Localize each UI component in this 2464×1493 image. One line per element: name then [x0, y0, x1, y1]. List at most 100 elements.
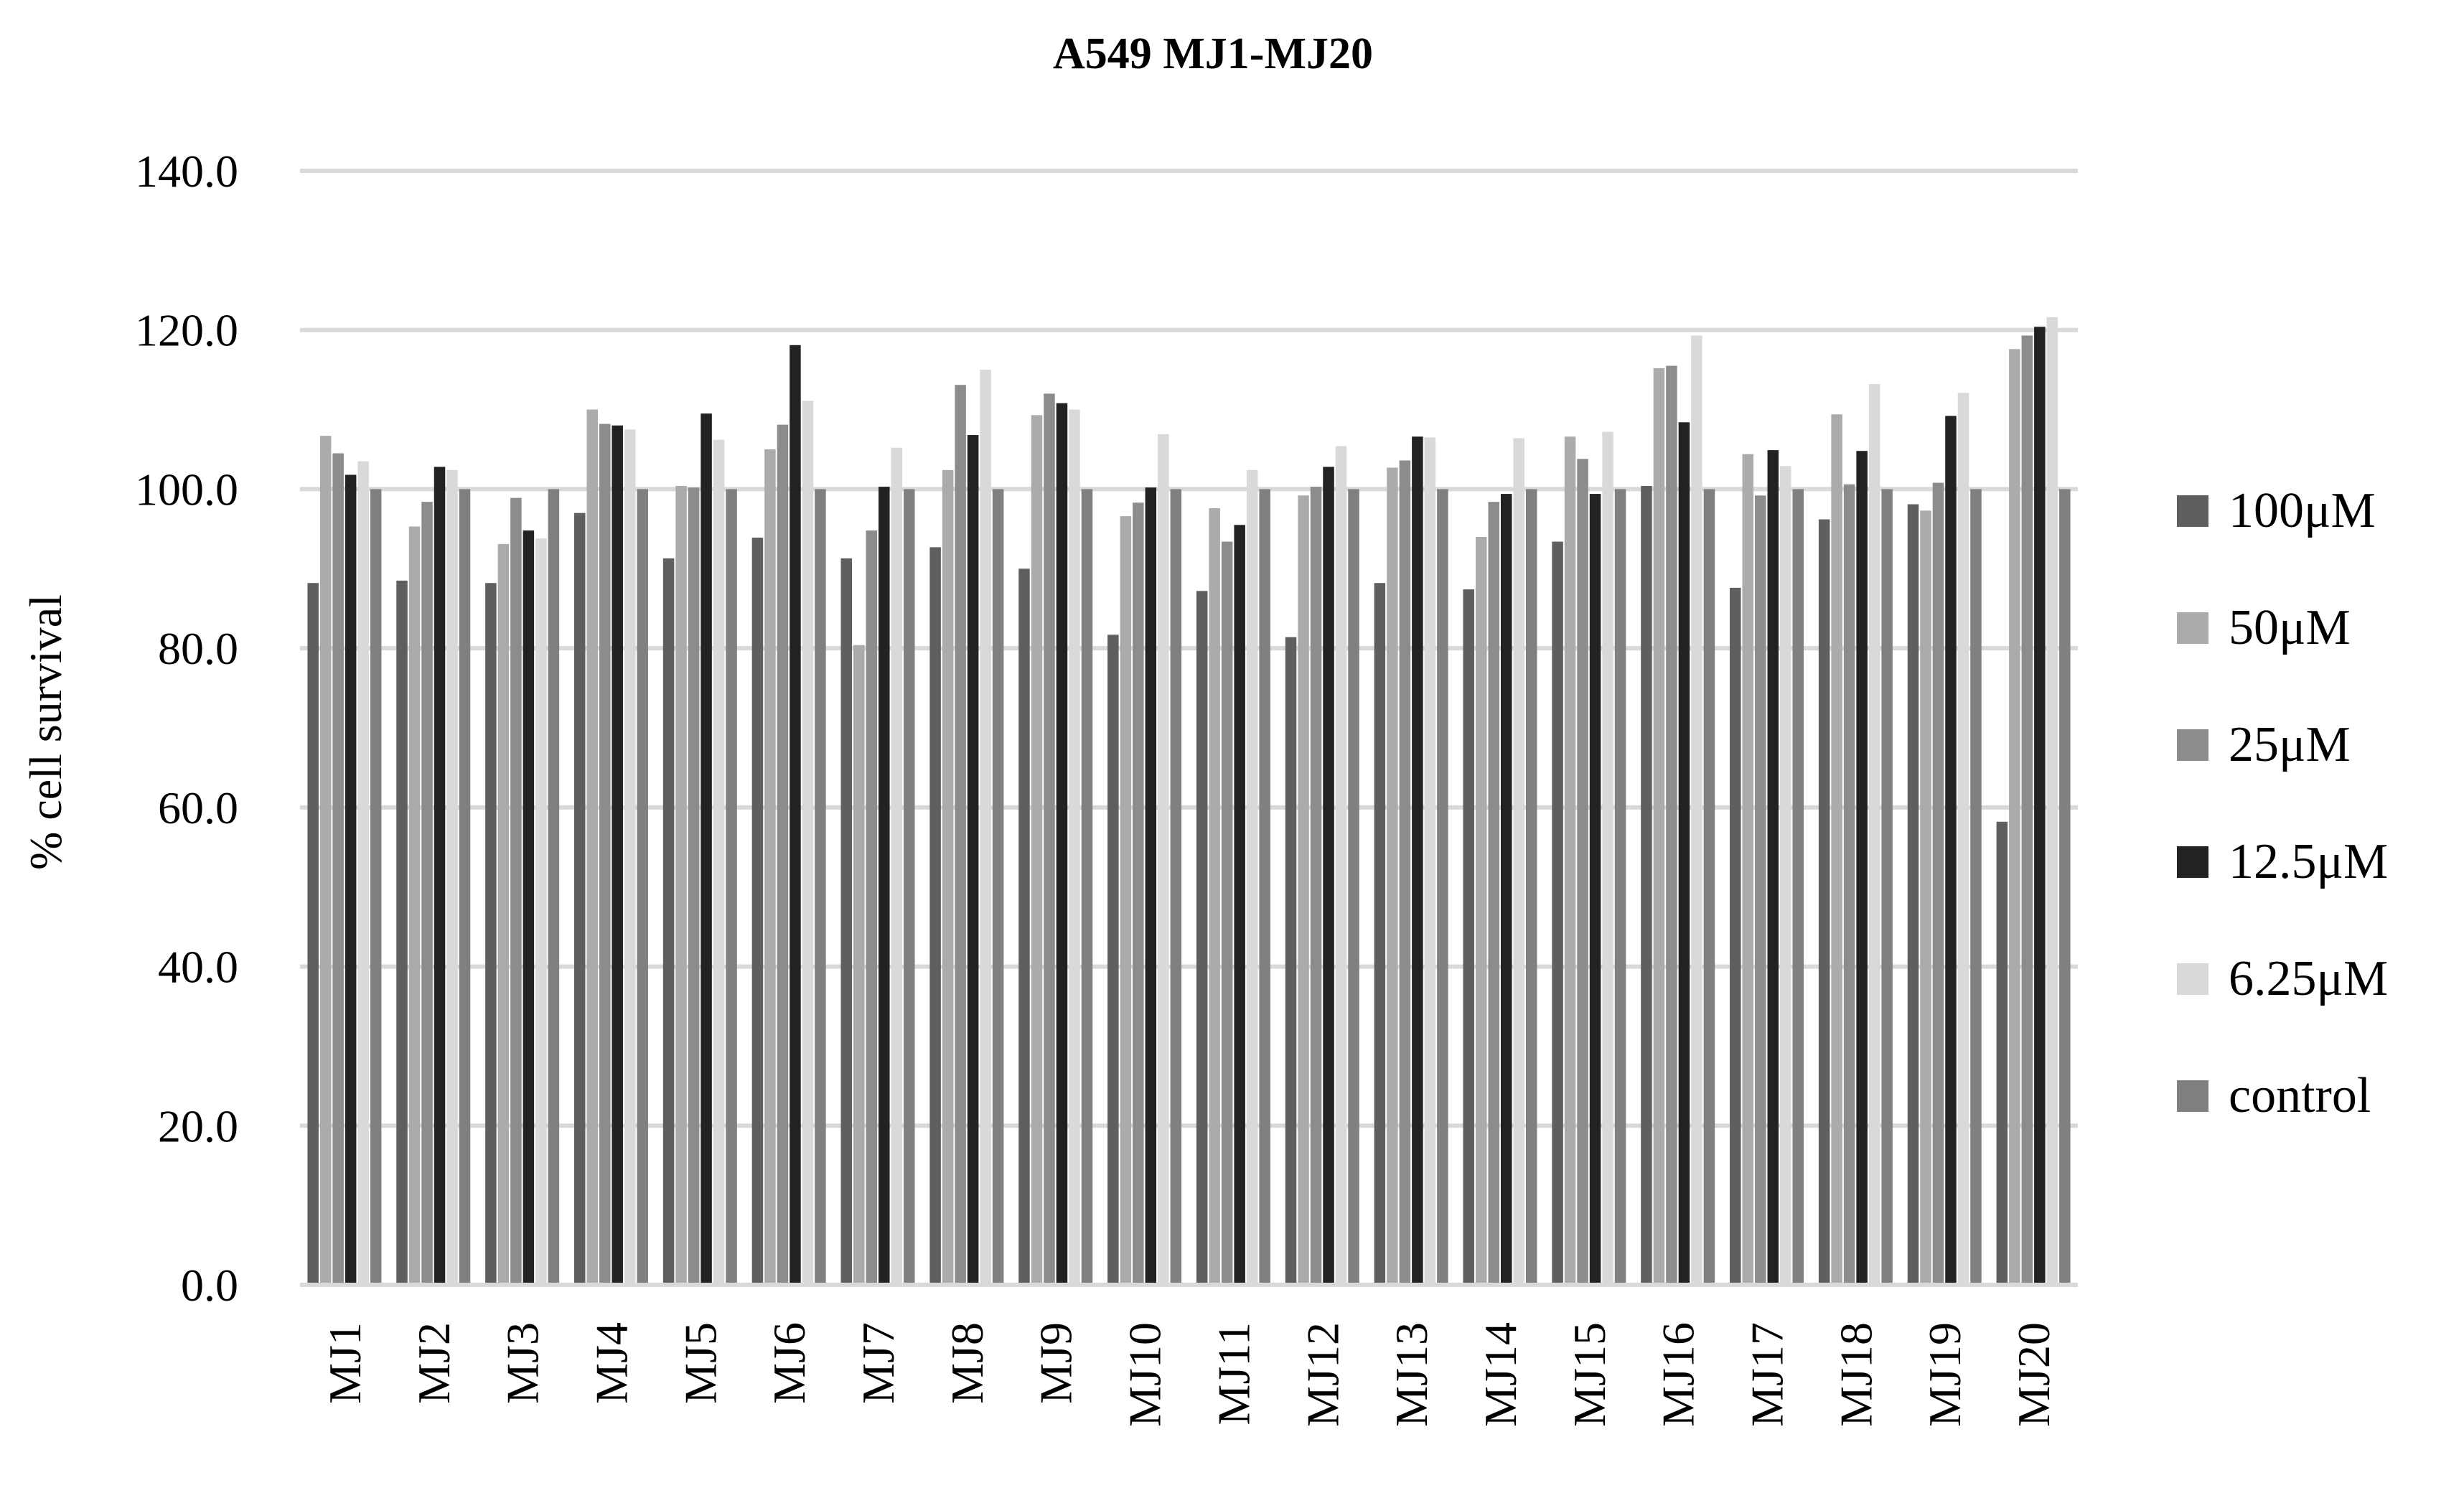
bar-MJ15-series-1: [1564, 436, 1576, 1285]
bars: [307, 317, 2071, 1286]
bar-MJ3-series-4: [535, 538, 547, 1286]
bar-MJ18-series-5: [1881, 489, 1893, 1285]
bar-MJ8-series-5: [992, 489, 1004, 1285]
bar-MJ6-series-1: [764, 449, 776, 1285]
bar-MJ15-series-3: [1589, 494, 1601, 1285]
bar-MJ13-series-5: [1437, 489, 1448, 1285]
bar-MJ9-series-5: [1081, 489, 1093, 1285]
bar-MJ14-series-0: [1463, 589, 1474, 1285]
bar-MJ17-series-4: [1780, 466, 1791, 1285]
bar-MJ18-series-3: [1856, 451, 1868, 1285]
bar-MJ16-series-2: [1666, 365, 1677, 1286]
bar-MJ9-series-1: [1031, 415, 1043, 1285]
bar-MJ6-series-5: [815, 489, 826, 1285]
legend-swatch: [2177, 729, 2208, 761]
bar-MJ18-series-4: [1868, 384, 1880, 1285]
bar-MJ10-series-1: [1120, 516, 1132, 1285]
bar-MJ4-series-3: [612, 425, 623, 1285]
y-tick-label: 60.0: [158, 782, 238, 833]
x-tick-label: MJ13: [1386, 1322, 1437, 1427]
bar-MJ15-series-4: [1602, 431, 1613, 1285]
x-tick-label: MJ19: [1919, 1322, 1970, 1427]
bar-MJ5-series-5: [726, 489, 737, 1285]
gridlines: [300, 169, 2078, 1128]
bar-MJ5-series-4: [713, 439, 725, 1285]
bar-MJ18-series-0: [1818, 519, 1830, 1286]
y-tick-label: 20.0: [158, 1100, 238, 1151]
x-axis-ticks: MJ1 MJ2 MJ3 MJ4 MJ5 MJ6 MJ7 MJ8 MJ9 MJ10 MJ11 MJ12 M…: [319, 1322, 2059, 1427]
bar-MJ8-series-3: [967, 435, 979, 1286]
x-tick-label: MJ3: [497, 1322, 548, 1404]
bar-MJ9-series-2: [1044, 393, 1055, 1285]
bar-MJ13-series-4: [1424, 437, 1436, 1286]
chart-title: A549 MJ1-MJ20: [1053, 29, 1373, 78]
bar-MJ1-series-2: [332, 453, 344, 1285]
legend: 100μM 50μM 25μM 12.5μM 6.25μM control: [2177, 483, 2388, 1123]
x-tick-label: MJ10: [1120, 1322, 1171, 1427]
bar-MJ3-series-1: [497, 543, 510, 1286]
bar-MJ7-series-0: [840, 558, 853, 1285]
bar-MJ1-series-0: [307, 583, 319, 1285]
y-tick-label: 140.0: [135, 146, 238, 197]
bar-MJ20-series-3: [2034, 327, 2046, 1285]
bar-MJ11-series-2: [1221, 541, 1233, 1286]
bar-MJ5-series-3: [701, 413, 712, 1285]
bar-MJ20-series-1: [2009, 349, 2020, 1285]
y-axis-ticks: 0.0 20.0 40.0 60.0 80.0 100.0 120.0 140.0: [135, 146, 238, 1311]
x-tick-label: MJ8: [942, 1322, 993, 1404]
y-tick-label: 80.0: [158, 623, 238, 674]
bar-MJ9-series-0: [1018, 568, 1030, 1285]
bar-MJ13-series-3: [1412, 436, 1423, 1285]
bar-MJ10-series-5: [1170, 489, 1182, 1285]
bar-MJ15-series-5: [1614, 489, 1626, 1285]
bar-MJ20-series-2: [2021, 335, 2033, 1286]
x-tick-label: MJ9: [1031, 1322, 1082, 1404]
bar-MJ19-series-5: [1970, 489, 1982, 1285]
y-tick-label: 40.0: [158, 942, 238, 993]
bar-MJ1-series-4: [357, 461, 369, 1285]
legend-label: control: [2229, 1068, 2371, 1123]
bar-MJ8-series-2: [955, 385, 966, 1285]
legend-label: 12.5μM: [2229, 834, 2388, 889]
bar-MJ9-series-4: [1069, 409, 1080, 1285]
x-tick-label: MJ2: [408, 1322, 459, 1404]
y-tick-label: 0.0: [181, 1260, 238, 1311]
bar-MJ8-series-0: [929, 547, 941, 1286]
bar-MJ6-series-3: [790, 345, 801, 1286]
x-tick-label: MJ7: [853, 1322, 904, 1404]
bar-MJ19-series-0: [1907, 504, 1919, 1285]
x-tick-label: MJ12: [1297, 1322, 1348, 1427]
bar-MJ7-series-3: [879, 487, 890, 1286]
bar-MJ12-series-2: [1310, 487, 1322, 1286]
bar-MJ1-series-1: [319, 436, 332, 1285]
bar-MJ20-series-0: [1996, 821, 2008, 1285]
bar-MJ19-series-2: [1932, 482, 1944, 1285]
x-tick-label: MJ11: [1208, 1322, 1259, 1425]
y-tick-label: 100.0: [135, 464, 238, 515]
x-tick-label: MJ17: [1742, 1322, 1793, 1427]
bar-MJ6-series-2: [777, 424, 789, 1285]
bar-MJ8-series-1: [942, 469, 954, 1285]
bar-MJ2-series-5: [459, 489, 471, 1285]
x-tick-label: MJ1: [319, 1322, 370, 1404]
bar-MJ12-series-1: [1298, 495, 1309, 1285]
legend-label: 25μM: [2229, 717, 2351, 772]
bar-MJ10-series-3: [1145, 487, 1157, 1285]
bar-MJ15-series-2: [1577, 459, 1588, 1285]
legend-swatch: [2177, 963, 2208, 995]
x-tick-label: MJ15: [1564, 1322, 1615, 1427]
bar-MJ12-series-3: [1323, 467, 1334, 1285]
bar-MJ14-series-5: [1525, 489, 1537, 1285]
x-tick-label: MJ4: [586, 1322, 637, 1404]
bar-MJ5-series-1: [675, 485, 687, 1285]
bar-MJ11-series-1: [1209, 508, 1220, 1285]
bar-MJ11-series-3: [1234, 525, 1245, 1286]
bar-MJ9-series-3: [1056, 403, 1068, 1285]
bar-MJ18-series-2: [1843, 484, 1855, 1286]
bar-MJ3-series-3: [523, 530, 535, 1286]
bar-MJ10-series-2: [1133, 502, 1144, 1285]
bar-MJ14-series-3: [1500, 494, 1512, 1285]
bar-MJ11-series-4: [1246, 469, 1258, 1285]
bar-MJ17-series-2: [1755, 495, 1766, 1285]
